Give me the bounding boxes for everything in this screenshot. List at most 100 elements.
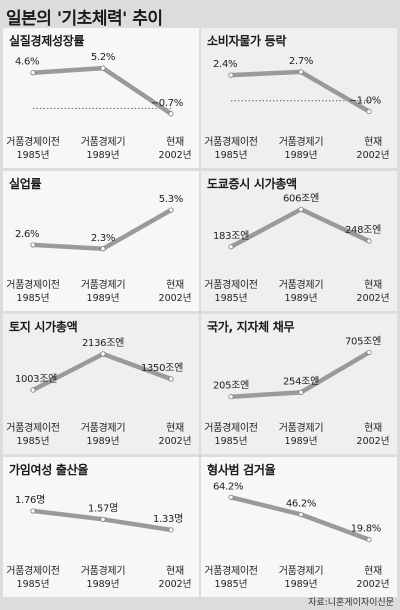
tick-label: 1985년 <box>215 579 248 590</box>
data-label: 1003조엔 <box>15 373 57 385</box>
data-label: 2.7% <box>289 56 313 67</box>
data-label: 1.76명 <box>15 494 45 506</box>
tick-label: 거품경제기 <box>279 421 324 434</box>
data-point <box>366 537 372 543</box>
tick-label: 1989년 <box>87 293 120 304</box>
tick-label: 거품경제이전 <box>204 278 258 291</box>
tick-label: 1985년 <box>17 436 50 447</box>
tick-label: 2002년 <box>357 150 390 161</box>
data-label: 2.3% <box>91 233 115 244</box>
tick-label: 2002년 <box>159 579 192 590</box>
tick-label: 1989년 <box>285 150 318 161</box>
data-label: −0.7% <box>151 98 183 109</box>
data-label: 2.4% <box>213 59 237 70</box>
tick-label: 1989년 <box>87 579 120 590</box>
tick-label: 현재 <box>364 565 382 577</box>
line-chart: 4.6% 5.2% −0.7% 거품경제이전 1985년 거품경제기 1989년 현재 2002… <box>6 52 192 161</box>
data-point <box>298 511 304 518</box>
panel-title: 실업률 <box>9 177 42 191</box>
data-label: 5.2% <box>91 52 115 63</box>
data-point <box>366 238 372 244</box>
panel-title: 국가, 지자체 채무 <box>207 320 295 334</box>
data-point <box>30 70 36 76</box>
tick-label: 1985년 <box>215 293 248 304</box>
data-label: 606조엔 <box>283 192 319 204</box>
tick-label: 거품경제기 <box>279 278 324 291</box>
tick-label: 2002년 <box>159 293 192 304</box>
panel-government-debt: 국가, 지자체 채무 205조엔 254조엔 705조엔 거품경제이전 1985년 거품경… <box>201 314 397 454</box>
data-label: 254조엔 <box>283 375 319 387</box>
tick-label: 1985년 <box>17 579 50 590</box>
data-label: 205조엔 <box>213 380 249 392</box>
tick-label: 거품경제기 <box>279 564 324 577</box>
tick-label: 거품경제기 <box>81 564 126 577</box>
panel-fertility-rate: 가임여성 출산율 1.76명 1.57명 1.33명 거품경제이전 1985년 거품경제기… <box>3 457 199 597</box>
tick-label: 현재 <box>364 279 382 291</box>
data-point <box>228 494 234 500</box>
panel-title: 토지 시가총액 <box>9 320 78 334</box>
panel-unemployment: 실업률 2.6% 2.3% 5.3% 거품경제이전 1985년 거품경제기 1989년 현재 2… <box>3 171 199 311</box>
data-label: −1.0% <box>349 95 381 106</box>
tick-label: 거품경제이전 <box>6 278 60 291</box>
data-label: 1350조엔 <box>141 362 183 374</box>
data-label: 19.8% <box>351 524 381 535</box>
tick-label: 2002년 <box>357 436 390 447</box>
tick-label: 2002년 <box>159 436 192 447</box>
source-credit: 자료:니혼게이자이신문 <box>308 598 394 608</box>
data-label: 5.3% <box>159 194 183 205</box>
tick-label: 거품경제기 <box>279 135 324 148</box>
data-point <box>100 65 106 71</box>
data-label: 64.2% <box>213 481 243 492</box>
tick-label: 거품경제이전 <box>6 135 60 148</box>
tick-label: 1985년 <box>17 150 50 161</box>
tick-label: 2002년 <box>159 150 192 161</box>
data-point <box>298 389 304 395</box>
panel-real-gdp-growth: 실질경제성장률 4.6% 5.2% −0.7% 거품경제이전 1985년 거품경제기 198… <box>3 28 199 168</box>
tick-label: 1985년 <box>17 293 50 304</box>
tick-label: 거품경제이전 <box>6 421 60 434</box>
tick-label: 1989년 <box>285 293 318 304</box>
page-title: 일본의 '기초체력' 추이 <box>6 9 163 29</box>
tick-label: 거품경제이전 <box>6 564 60 577</box>
data-label: 1.33명 <box>153 513 183 525</box>
data-point <box>228 72 234 78</box>
panel-land-value: 토지 시가총액 1003조엔 2136조엔 1350조엔 거품경제이전 1985년 거품경… <box>3 314 199 454</box>
tick-label: 1985년 <box>215 436 248 447</box>
panel-title: 도쿄증시 시가총액 <box>207 177 297 191</box>
data-point <box>298 69 304 75</box>
data-point <box>30 387 36 393</box>
panel-title: 소비자물가 등락 <box>207 34 287 48</box>
panel-title: 가임여성 출산율 <box>9 463 89 477</box>
data-point <box>30 508 36 514</box>
data-point <box>168 111 174 117</box>
line-chart: 2.4% 2.7% −1.0% 거품경제이전 1985년 거품경제기 1989년 현재 2002… <box>204 56 390 161</box>
chart-grid: 실질경제성장률 4.6% 5.2% −0.7% 거품경제이전 1985년 거품경제기 198… <box>0 28 400 597</box>
data-label: 248조엔 <box>345 224 381 236</box>
data-point <box>168 376 174 382</box>
tick-label: 현재 <box>166 136 184 148</box>
data-label: 4.6% <box>15 57 39 68</box>
data-point <box>100 246 106 252</box>
line-chart: 2.6% 2.3% 5.3% 거품경제이전 1985년 거품경제기 1989년 현재 2002년 <box>6 194 192 304</box>
tick-label: 거품경제기 <box>81 135 126 148</box>
data-point <box>366 349 372 356</box>
tick-label: 현재 <box>364 422 382 434</box>
tick-label: 1985년 <box>215 150 248 161</box>
data-label: 2136조엔 <box>82 337 124 349</box>
panel-title: 형사범 검거율 <box>207 463 276 477</box>
tick-label: 2002년 <box>357 293 390 304</box>
tick-label: 1989년 <box>285 579 318 590</box>
data-point <box>228 244 234 250</box>
data-point <box>168 207 174 213</box>
panel-title: 실질경제성장률 <box>9 34 85 48</box>
data-point <box>30 242 36 248</box>
tick-label: 1989년 <box>285 436 318 447</box>
data-label: 705조엔 <box>345 335 381 347</box>
panel-arrest-rate: 형사범 검거율 64.2% 46.2% 19.8% 거품경제이전 1985년 거품경제기 1… <box>201 457 397 597</box>
tick-label: 1989년 <box>87 436 120 447</box>
data-point <box>168 527 174 533</box>
